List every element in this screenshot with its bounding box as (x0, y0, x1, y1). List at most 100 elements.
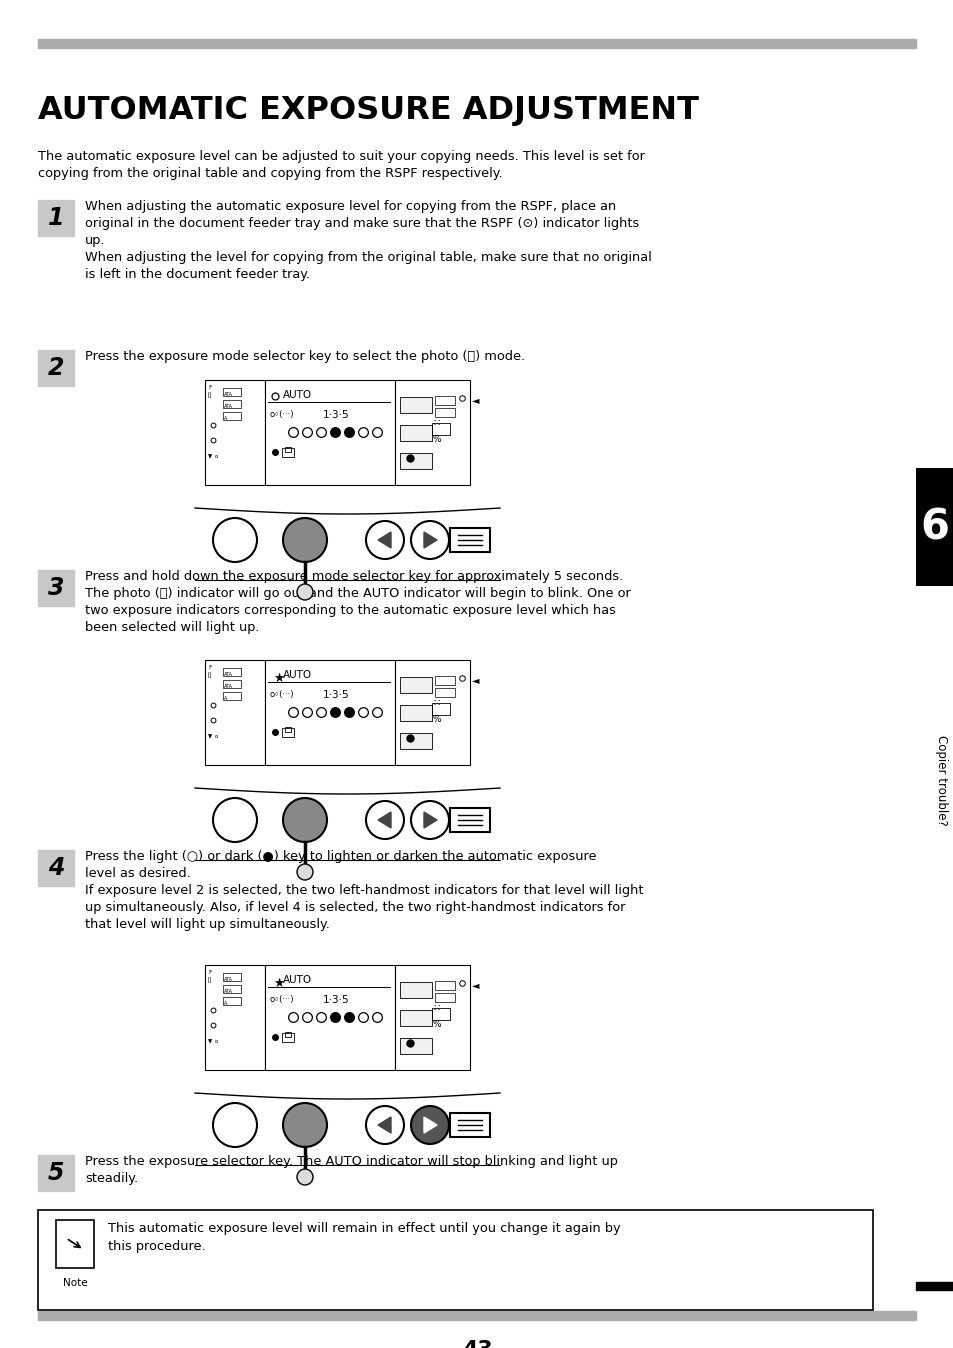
Polygon shape (423, 1117, 436, 1134)
Text: ★: ★ (273, 673, 284, 685)
Circle shape (296, 584, 313, 600)
Bar (223, 400, 241, 408)
Text: Press the exposure selector key. The AUTO indicator will stop blinking and light: Press the exposure selector key. The AUT… (85, 1155, 618, 1185)
Circle shape (366, 520, 403, 559)
Text: ATA: ATA (224, 683, 233, 689)
Circle shape (411, 801, 449, 838)
Circle shape (283, 518, 327, 562)
Text: ◄: ◄ (472, 395, 479, 404)
Bar (38, 350, 74, 386)
Text: F: F (208, 971, 212, 975)
Text: o: o (214, 1039, 218, 1043)
Bar (399, 1038, 432, 1054)
Text: ATA: ATA (224, 404, 233, 408)
Text: ∷: ∷ (433, 698, 438, 708)
Bar (38, 1155, 74, 1192)
Bar (395, 380, 470, 485)
Text: o: o (214, 735, 218, 739)
Bar (223, 973, 241, 981)
Text: ◄: ◄ (472, 980, 479, 989)
Bar (205, 380, 265, 485)
Text: ⌈⌋: ⌈⌋ (208, 673, 212, 678)
Circle shape (283, 798, 327, 842)
Text: ⌈⌋: ⌈⌋ (208, 979, 212, 984)
Polygon shape (377, 1117, 391, 1134)
Text: AUTOMATIC EXPOSURE ADJUSTMENT: AUTOMATIC EXPOSURE ADJUSTMENT (38, 94, 699, 125)
Text: %: % (433, 714, 441, 724)
Bar (285, 727, 291, 732)
Bar (435, 408, 455, 417)
Text: ATA: ATA (224, 673, 233, 677)
Bar (56, 1220, 94, 1268)
Polygon shape (377, 532, 391, 549)
Bar (395, 661, 470, 766)
Text: Note: Note (63, 1278, 88, 1287)
Bar (282, 448, 294, 457)
Circle shape (366, 1105, 403, 1144)
Bar (399, 425, 432, 441)
Circle shape (283, 1103, 327, 1147)
Text: A: A (224, 1002, 227, 1006)
Text: AUTO: AUTO (283, 670, 312, 679)
Polygon shape (377, 811, 391, 828)
Bar (38, 570, 74, 607)
Text: Press the exposure mode selector key to select the photo (ⓘ) mode.: Press the exposure mode selector key to … (85, 350, 524, 363)
Bar (399, 398, 432, 412)
Text: 3: 3 (48, 576, 64, 600)
Bar (435, 981, 455, 989)
Bar (265, 661, 395, 766)
Polygon shape (423, 811, 436, 828)
Text: o: o (214, 454, 218, 460)
Bar (223, 412, 241, 421)
Text: ATA: ATA (224, 392, 233, 398)
Text: A: A (224, 417, 227, 421)
Text: F: F (208, 665, 212, 670)
Text: ★: ★ (273, 977, 284, 989)
Bar (282, 728, 294, 737)
Text: 1: 1 (48, 206, 64, 231)
Text: ∷: ∷ (433, 418, 438, 429)
Text: This automatic exposure level will remain in effect until you change it again by: This automatic exposure level will remai… (108, 1223, 620, 1254)
Text: Copier trouble?: Copier trouble? (935, 735, 947, 825)
Bar (399, 705, 432, 721)
Text: Press the light (○) or dark (●) key to lighten or darken the automatic exposure
: Press the light (○) or dark (●) key to l… (85, 851, 643, 931)
Text: ▼: ▼ (208, 735, 212, 739)
Bar (205, 661, 265, 766)
Bar (435, 396, 455, 404)
Text: ATA: ATA (224, 989, 233, 993)
Bar (223, 692, 241, 700)
Text: 43: 43 (461, 1340, 492, 1348)
Text: o◦(···): o◦(···) (270, 690, 294, 700)
Bar (38, 1312, 915, 1320)
Bar (435, 993, 455, 1002)
Bar (399, 453, 432, 469)
Bar (399, 677, 432, 693)
Text: ▼: ▼ (208, 1039, 212, 1043)
Text: The automatic exposure level can be adjusted to suit your copying needs. This le: The automatic exposure level can be adju… (38, 150, 644, 181)
Text: A: A (224, 696, 227, 701)
Bar (915, 1282, 953, 1290)
Text: o◦(···): o◦(···) (270, 410, 294, 419)
Text: o◦(···): o◦(···) (270, 995, 294, 1004)
Bar (399, 981, 432, 998)
Bar (38, 1211, 872, 1310)
Bar (432, 1008, 450, 1020)
Bar (435, 687, 455, 697)
Text: ▼: ▼ (208, 454, 212, 460)
Bar (432, 704, 450, 714)
Text: 1·3·5: 1·3·5 (323, 410, 349, 421)
Text: AUTO: AUTO (283, 975, 312, 985)
Bar (265, 965, 395, 1070)
Bar (282, 1033, 294, 1042)
Bar (285, 448, 291, 452)
Text: 4: 4 (48, 856, 64, 880)
Circle shape (366, 801, 403, 838)
Text: 2: 2 (48, 356, 64, 380)
Text: When adjusting the automatic exposure level for copying from the RSPF, place an
: When adjusting the automatic exposure le… (85, 200, 651, 280)
Bar (223, 388, 241, 396)
Circle shape (411, 1105, 449, 1144)
Bar (450, 1113, 490, 1136)
Text: 6: 6 (920, 506, 948, 549)
Bar (432, 423, 450, 435)
Text: ◄: ◄ (472, 675, 479, 685)
